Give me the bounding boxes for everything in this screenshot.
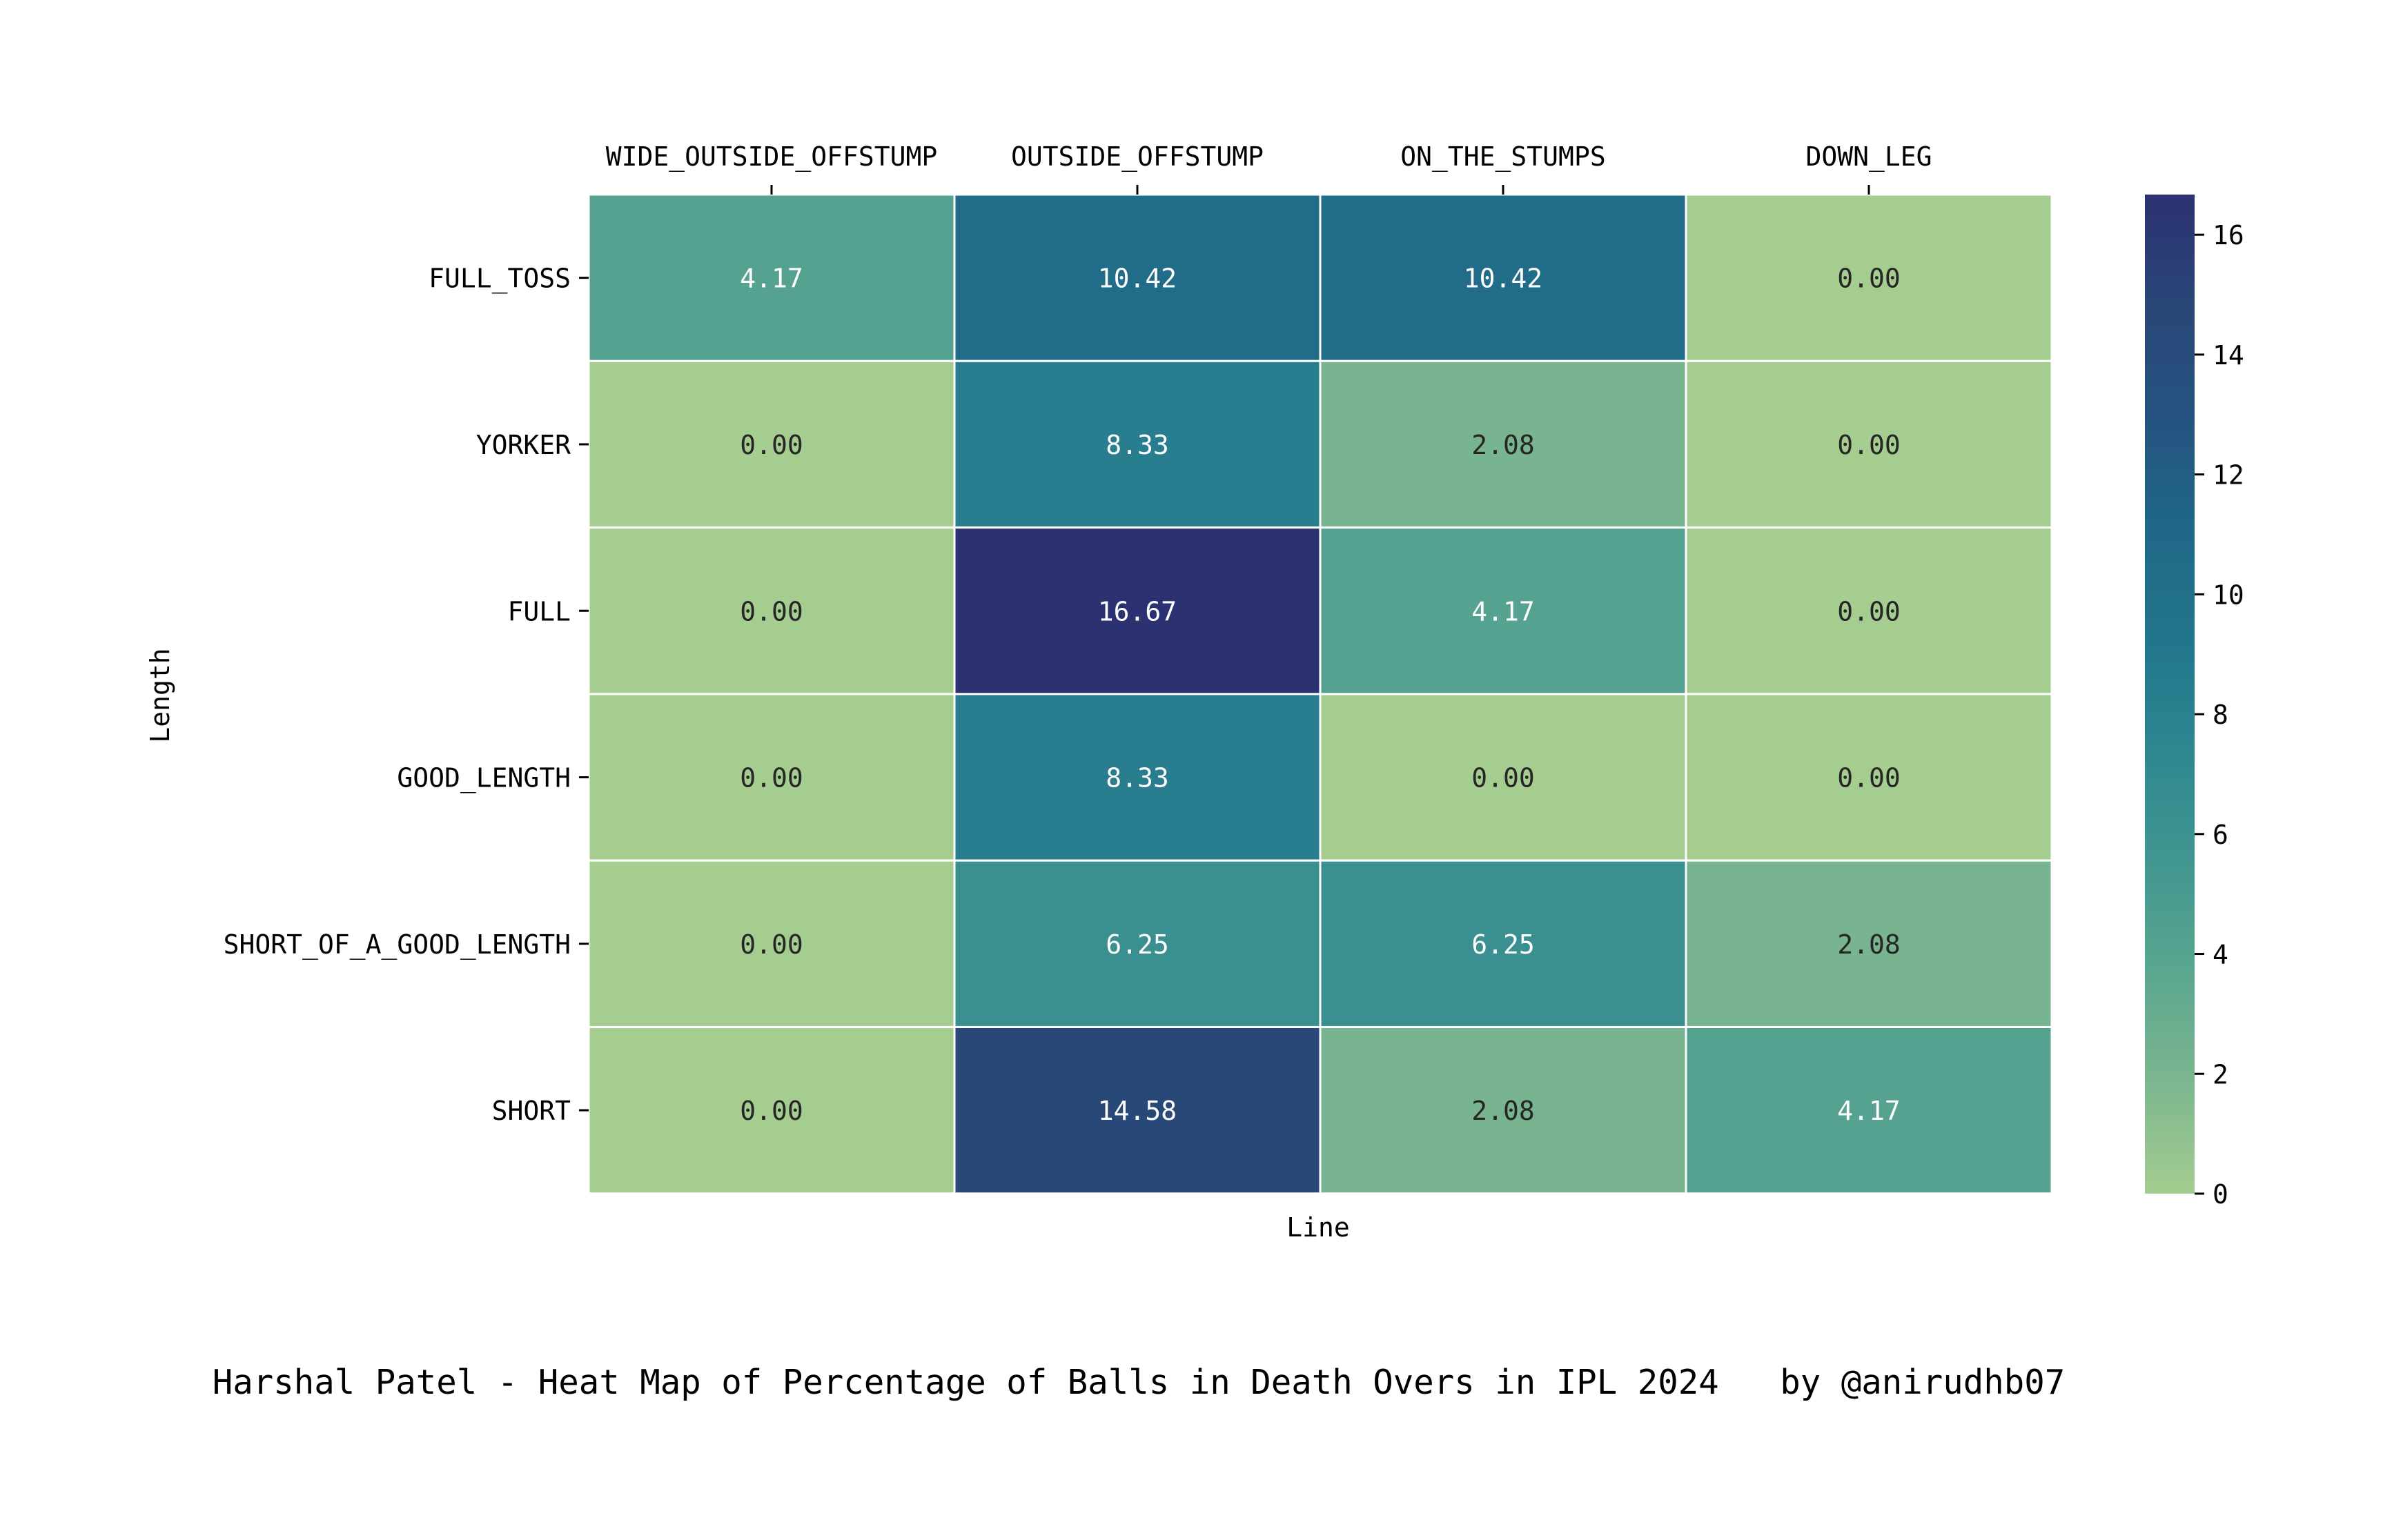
colorbar-tick-label: 0 [2213, 1179, 2228, 1210]
heatmap-cell [587, 859, 956, 1028]
cell-value-label: 4.17 [1837, 1096, 1901, 1126]
cell-value-label: 6.25 [1106, 929, 1169, 960]
colorbar-gradient [2145, 195, 2195, 1194]
cell-value-label: 0.00 [1837, 763, 1901, 793]
row-tick-label: SHORT_OF_A_GOOD_LENGTH [224, 929, 571, 960]
heatmap-cell [587, 193, 956, 362]
heatmap-cell [1685, 859, 2053, 1028]
heatmap-cell [1685, 193, 2053, 362]
colorbar-tick-label: 2 [2213, 1059, 2228, 1089]
heatmap-cell [953, 859, 1322, 1028]
heatmap-cell [953, 1026, 1322, 1195]
heatmap-cell [1685, 526, 2053, 695]
cell-value-label: 0.00 [1471, 763, 1535, 793]
cell-value-label: 0.00 [740, 1096, 803, 1126]
cell-value-label: 0.00 [740, 929, 803, 960]
column-tick-label: ON_THE_STUMPS [1400, 141, 1605, 172]
cell-value-label: 0.00 [1837, 596, 1901, 626]
heatmap-cell [587, 359, 956, 529]
cell-value-label: 2.08 [1837, 929, 1901, 960]
row-tick-label: FULL_TOSS [429, 264, 571, 295]
cell-value-label: 0.00 [740, 596, 803, 626]
heatmap-cell [1319, 693, 1687, 862]
heatmap-cell [1685, 693, 2053, 862]
heatmap-cell [587, 1026, 956, 1195]
cell-value-label: 0.00 [1837, 430, 1901, 460]
heatmap-cell [953, 526, 1322, 695]
colorbar-tick-label: 4 [2213, 940, 2228, 970]
colorbar-tick-label: 8 [2213, 700, 2228, 730]
heatmap-cell [1319, 1026, 1687, 1195]
cell-value-label: 2.08 [1471, 430, 1535, 460]
heatmap-cell [1685, 359, 2053, 529]
cell-value-label: 16.67 [1098, 596, 1177, 626]
heatmap-cells: 4.17 10.42 10.42 0.00 0.00 8.33 2.08 0.00 0.00 16… [587, 193, 2053, 1195]
colorbar-tick-label: 12 [2213, 460, 2244, 491]
colorbar-tick-label: 16 [2213, 220, 2244, 250]
row-tick-label: FULL [507, 596, 571, 626]
colorbar-tick-label: 14 [2213, 340, 2244, 371]
row-tick-label: YORKER [476, 430, 571, 460]
colorbar-tick-label: 10 [2213, 580, 2244, 610]
cell-value-label: 8.33 [1106, 430, 1169, 460]
colorbar: 0 2 4 6 8 10 12 14 16 [2145, 195, 2244, 1210]
cell-value-label: 4.17 [740, 264, 803, 294]
cell-value-label: 0.00 [1837, 264, 1901, 294]
cell-value-label: 0.00 [740, 763, 803, 793]
heatmap-cell [953, 193, 1322, 362]
cell-value-label: 10.42 [1098, 264, 1177, 294]
column-tick-label: OUTSIDE_OFFSTUMP [1011, 141, 1264, 172]
row-tick-labels: FULL_TOSS YORKER FULL GOOD_LENGTH SHORT_OF_A… [224, 264, 589, 1126]
heatmap-cell [1685, 1026, 2053, 1195]
colorbar-tick-label: 6 [2213, 820, 2228, 850]
x-axis-label: Line [1286, 1212, 1350, 1243]
heatmap-cell [587, 693, 956, 862]
cell-value-label: 10.42 [1464, 264, 1542, 294]
column-tick-label: DOWN_LEG [1805, 141, 1932, 172]
y-axis-label: Length [145, 648, 175, 742]
heatmap-cell [1319, 859, 1687, 1028]
column-tick-label: WIDE_OUTSIDE_OFFSTUMP [606, 141, 937, 172]
row-tick-label: SHORT [492, 1096, 571, 1126]
cell-value-label: 8.33 [1106, 763, 1169, 793]
column-tick-labels: WIDE_OUTSIDE_OFFSTUMP OUTSIDE_OFFSTUMP ON_… [606, 141, 1932, 195]
row-tick-label: GOOD_LENGTH [397, 763, 571, 794]
cell-value-label: 4.17 [1471, 596, 1535, 626]
heatmap-cell [953, 693, 1322, 862]
cell-value-label: 14.58 [1098, 1096, 1177, 1126]
heatmap-cell [953, 359, 1322, 529]
cell-value-label: 0.00 [740, 430, 803, 460]
cell-value-label: 2.08 [1471, 1096, 1535, 1126]
cell-value-label: 6.25 [1471, 929, 1535, 960]
chart-title: Harshal Patel - Heat Map of Percentage o… [213, 1363, 2066, 1402]
colorbar-ticks: 0 2 4 6 8 10 12 14 16 [2195, 220, 2244, 1210]
